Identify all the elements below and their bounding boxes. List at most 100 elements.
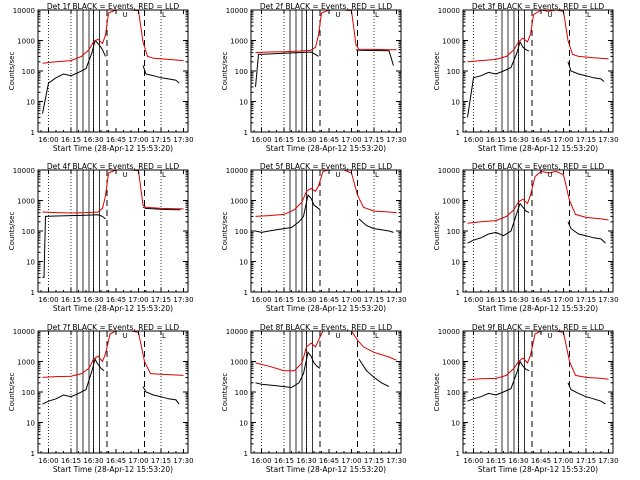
x-tick-label: 17:00 [553,136,573,144]
x-tick-label: 17:30 [173,136,193,144]
y-tick-label: 10000 [438,167,460,175]
chart-title: Det 9f BLACK = Events, RED = LLD [472,323,605,332]
x-tick-label: 17:15 [576,296,596,304]
x-tick-label: 17:30 [386,136,406,144]
y-tick-label: 1 [31,289,35,297]
x-axis-label: Start Time (28-Apr-12 15:53:20) [53,465,173,474]
y-tick-label: 1 [456,129,460,137]
series-lld-line [42,10,184,64]
y-axis-label: Counts/sec [433,212,441,251]
y-tick-label: 1 [244,289,248,297]
y-tick-label: 10 [26,259,35,267]
chart-title: Det 1f BLACK = Events, RED = LLD [47,2,180,11]
y-axis-label: Counts/sec [8,212,16,251]
plot-frame [462,330,614,454]
series-events-line [467,202,606,244]
x-tick-label: 16:30 [296,296,316,304]
series-lld-line [255,170,397,217]
y-tick-label: 100 [22,228,35,236]
x-tick-label: 16:45 [319,457,339,465]
y-axis-label: Counts/sec [8,52,16,91]
x-tick-label: 16:45 [531,457,551,465]
y-tick-label: 10000 [13,328,35,336]
x-tick-label: 16:00 [251,457,271,465]
legend-mark-lower: L [162,332,166,340]
series-events-line [42,206,181,278]
x-tick-label: 16:00 [38,136,58,144]
y-tick-label: 1000 [17,198,35,206]
series-events-line [255,49,394,87]
legend-mark-lower: L [587,332,591,340]
y-tick-label: 1 [456,289,460,297]
panel-3: 16:00 16:15 16:30 16:45 17:00 17:15 17:30 1 10 10… [433,2,619,153]
series-events-line [467,360,606,405]
x-tick-label: 17:00 [128,136,148,144]
x-axis-label: Start Time (28-Apr-12 15:53:20) [266,144,386,153]
x-tick-label: 17:15 [576,136,596,144]
panel-2: 16:00 16:15 16:30 16:45 17:00 17:15 17:30 1 10 10… [221,2,407,153]
legend-mark-upper: U [335,171,340,179]
y-tick-label: 1000 [230,38,248,46]
x-axis-label: Start Time (28-Apr-12 15:53:20) [266,465,386,474]
x-tick-label: 17:00 [341,136,361,144]
x-tick-label: 17:30 [598,296,618,304]
x-tick-label: 16:15 [486,136,506,144]
x-tick-label: 16:00 [251,296,271,304]
x-axis-label: Start Time (28-Apr-12 15:53:20) [53,144,173,153]
y-tick-label: 100 [447,228,460,236]
y-axis-label: Counts/sec [433,52,441,91]
series-events-line [42,39,180,114]
y-axis-label: Counts/sec [433,373,441,412]
y-tick-label: 10 [451,259,460,267]
series-events-line [467,40,605,118]
x-tick-label: 17:00 [341,296,361,304]
x-tick-label: 17:15 [151,296,171,304]
legend-mark-upper: U [122,11,127,19]
x-tick-label: 16:15 [486,296,506,304]
y-tick-label: 100 [235,68,248,76]
panel-7: 16:00 16:15 16:30 16:45 17:00 17:15 17:30 1 10 10… [8,323,194,474]
series-lld-line [467,331,609,381]
plot-frame [462,9,614,133]
series-events-line [42,357,180,405]
y-axis-label: Counts/sec [8,373,16,412]
x-tick-label: 16:00 [38,457,58,465]
y-tick-label: 1 [456,450,460,458]
chart-title: Det 2f BLACK = Events, RED = LLD [260,2,393,11]
chart-title: Det 7f BLACK = Events, RED = LLD [47,323,180,332]
x-tick-label: 17:30 [386,457,406,465]
y-tick-label: 10000 [226,7,248,15]
x-tick-label: 17:30 [386,296,406,304]
y-tick-label: 1000 [17,359,35,367]
x-tick-label: 17:15 [151,136,171,144]
x-tick-label: 16:15 [61,296,81,304]
chart-title: Det 5f BLACK = Events, RED = LLD [260,162,393,171]
y-tick-label: 10 [26,420,35,428]
x-tick-label: 16:45 [319,296,339,304]
y-tick-label: 1000 [230,198,248,206]
y-tick-label: 1000 [442,38,460,46]
y-tick-label: 100 [235,389,248,397]
x-tick-label: 16:45 [106,136,126,144]
legend-mark-lower: L [375,332,379,340]
panel-8: 16:00 16:15 16:30 16:45 17:00 17:15 17:30 1 10 10… [221,323,407,474]
y-tick-label: 10000 [13,7,35,15]
x-tick-label: 16:30 [508,136,528,144]
x-tick-label: 16:45 [106,296,126,304]
y-axis-label: Counts/sec [221,52,229,91]
chart-title: Det 6f BLACK = Events, RED = LLD [472,162,605,171]
series-events-line [255,194,394,233]
chart-title: Det 8f BLACK = Events, RED = LLD [260,323,393,332]
y-tick-label: 100 [447,389,460,397]
legend-mark-upper: U [335,332,340,340]
x-tick-label: 16:00 [251,136,271,144]
y-tick-label: 1000 [442,198,460,206]
x-tick-label: 16:00 [463,296,483,304]
y-tick-label: 10 [451,420,460,428]
plot-frame [462,169,614,293]
x-tick-label: 16:30 [83,136,103,144]
x-axis-label: Start Time (28-Apr-12 15:53:20) [53,304,173,313]
x-tick-label: 16:15 [274,296,294,304]
x-tick-label: 17:15 [576,457,596,465]
legend-mark-lower: L [162,11,166,19]
